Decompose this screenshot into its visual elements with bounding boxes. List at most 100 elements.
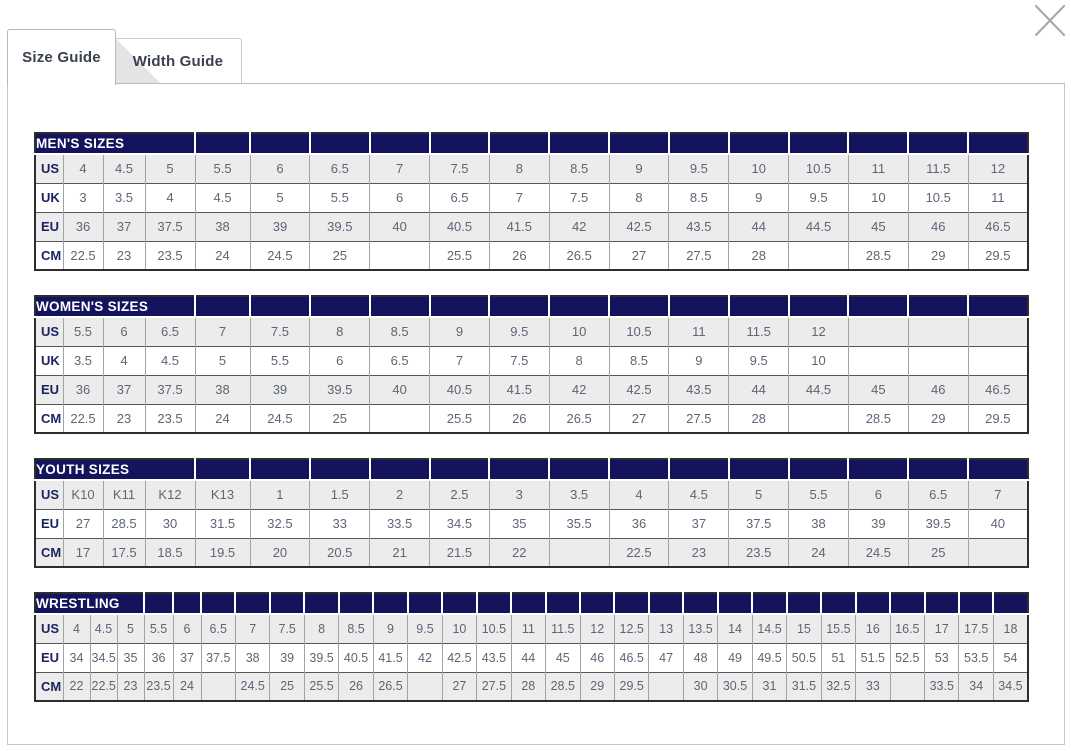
table-title: MEN'S SIZES (35, 133, 196, 155)
size-cell: 25 (309, 403, 370, 433)
header-filler-cell (727, 296, 789, 318)
header-filler-cell (510, 593, 546, 615)
size-cell (967, 316, 1028, 346)
header-filler-cell (992, 593, 1028, 615)
size-cell: 11 (668, 316, 729, 346)
table-row: UK 3 3.5 4 4.5 5 5.5 6 6.5 7 7.5 8 8.5 9 9.5 10 10.5 11 (34, 182, 1028, 212)
size-cell (369, 240, 430, 270)
size-cell: 37.5 (144, 211, 196, 241)
header-filler-cell (441, 593, 477, 615)
row-label: UK (34, 345, 63, 375)
size-cell: 28.5 (102, 508, 145, 538)
header-filler-cell (847, 459, 909, 481)
size-cell: 25 (309, 240, 370, 270)
size-cell: 42.5 (608, 374, 669, 404)
row-label: EU (34, 374, 63, 404)
size-cell (907, 316, 969, 346)
table-row: CM 22.5 23 23.5 24 24.5 25 25.5 26 26.5 27 27.5 28 28… (34, 403, 1028, 433)
size-cell: 24 (172, 671, 202, 701)
size-cell: 9 (429, 316, 490, 346)
size-cell: 35.5 (548, 508, 610, 538)
header-filler-cell (854, 593, 891, 615)
size-cell: 40 (369, 374, 430, 404)
header-filler-cell (727, 133, 789, 155)
size-cell: 23 (116, 671, 145, 701)
size-cell: 5.5 (62, 316, 103, 346)
size-cell: 38 (234, 642, 270, 672)
size-cell: 24 (194, 240, 251, 270)
size-cell: 11 (967, 182, 1028, 212)
size-cell: 5 (728, 479, 789, 509)
size-cell: 9 (668, 345, 729, 375)
header-filler-cell (682, 593, 718, 615)
header-filler-cell (889, 593, 925, 615)
size-cell: 9 (728, 182, 789, 212)
size-cell: 37.5 (200, 642, 236, 672)
size-cell: 29.5 (613, 671, 649, 701)
header-filler-cell (249, 133, 310, 155)
size-cell: 3.5 (102, 182, 145, 212)
header-filler-cell (847, 296, 909, 318)
row-label: EU (34, 642, 63, 672)
header-filler-cell (249, 459, 310, 481)
table-row: EU 36 37 37.5 38 39 39.5 40 40.5 41.5 42 42.5 43.5 44… (34, 211, 1028, 241)
size-cell: 49.5 (751, 642, 787, 672)
header-filler-cell (727, 459, 789, 481)
table-row: EU 34 34.5 35 36 37 37.5 38 39 39.5 40.5 41.5 42 42.5… (34, 642, 1028, 672)
header-filler-cell (667, 459, 729, 481)
header-filler-cell (907, 296, 969, 318)
header-filler-cell (368, 296, 430, 318)
size-cell: 46 (579, 642, 615, 672)
header-filler-cell (337, 593, 374, 615)
table-header-row: MEN'S SIZES (35, 133, 1028, 155)
table-header-row: YOUTH SIZES (35, 459, 1028, 481)
tab-width-guide-label: Width Guide (132, 52, 224, 70)
table-row: EU 27 28.5 30 31.5 32.5 33 33.5 34.5 35 35.5 36 37 37… (34, 508, 1028, 538)
size-cell: 28 (728, 403, 789, 433)
size-cell: 43.5 (476, 642, 512, 672)
size-cell: 21 (369, 537, 430, 567)
header-filler-cell (907, 133, 969, 155)
table-header-row: WRESTLING (35, 593, 1028, 615)
size-cell: 8 (303, 613, 339, 643)
size-cell: 24.5 (847, 537, 909, 567)
size-cell: 44.5 (788, 211, 849, 241)
close-icon[interactable] (1031, 2, 1069, 40)
size-cell: 1 (249, 479, 310, 509)
row-label: CM (34, 671, 63, 701)
row-label: EU (34, 508, 63, 538)
size-cell: 44 (728, 374, 789, 404)
size-cell: 52.5 (889, 642, 925, 672)
size-cell: 42.5 (441, 642, 477, 672)
size-cell: K13 (194, 479, 250, 509)
row-label: US (34, 316, 63, 346)
size-cell: 5.5 (143, 613, 174, 643)
size-cell: 24.5 (234, 671, 270, 701)
tab-size-guide[interactable]: Size Guide (7, 29, 116, 85)
size-cell: 25 (907, 537, 969, 567)
size-cell: 45 (545, 642, 580, 672)
size-cell: 40.5 (429, 374, 490, 404)
table-header-row: WOMEN'S SIZES (35, 296, 1028, 318)
size-cell: 40 (967, 508, 1028, 538)
size-cell: 31.5 (786, 671, 822, 701)
size-cell: 34 (62, 642, 90, 672)
size-cell: 39.5 (303, 642, 339, 672)
size-cell: 3.5 (62, 345, 103, 375)
tab-width-guide[interactable]: Width Guide (115, 38, 242, 83)
header-filler-cell (957, 593, 994, 615)
size-cell: 30.5 (717, 671, 753, 701)
size-cell: 33.5 (369, 508, 430, 538)
size-cell: 22 (62, 671, 90, 701)
row-label: EU (34, 211, 63, 241)
header-filler-cell (249, 296, 310, 318)
size-cell (907, 345, 969, 375)
size-cell: 32.5 (820, 671, 856, 701)
table-title: WRESTLING (35, 593, 145, 615)
size-cell: 29.5 (967, 403, 1028, 433)
size-cell: 10 (847, 182, 909, 212)
size-cell: K10 (62, 479, 103, 509)
table-youth-sizes: YOUTH SIZES US K10 K11 K12 K13 1 1.5 2 2.5 3 3.5 4 4.… (34, 458, 1029, 568)
size-cell: 29 (907, 403, 969, 433)
size-cell: 29 (579, 671, 615, 701)
